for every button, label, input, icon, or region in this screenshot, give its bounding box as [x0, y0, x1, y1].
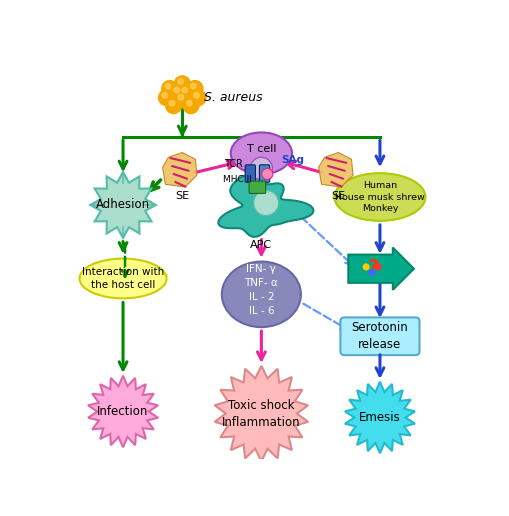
Circle shape: [162, 92, 167, 98]
Circle shape: [250, 157, 272, 180]
Text: Toxic shock
Inflammation: Toxic shock Inflammation: [221, 398, 300, 429]
FancyBboxPatch shape: [348, 248, 413, 290]
Circle shape: [178, 94, 183, 100]
Circle shape: [169, 101, 175, 106]
FancyBboxPatch shape: [340, 317, 419, 355]
Polygon shape: [318, 153, 352, 187]
Text: S. aureus: S. aureus: [204, 91, 262, 104]
Circle shape: [186, 101, 192, 106]
Text: APC: APC: [250, 239, 272, 250]
Circle shape: [374, 263, 381, 270]
Text: TCR: TCR: [224, 159, 243, 169]
Circle shape: [190, 84, 196, 89]
Circle shape: [253, 190, 278, 216]
FancyBboxPatch shape: [259, 165, 269, 182]
Polygon shape: [88, 376, 158, 447]
Circle shape: [362, 263, 369, 270]
Circle shape: [165, 98, 181, 114]
Polygon shape: [344, 382, 414, 453]
Text: SE: SE: [175, 191, 189, 201]
Circle shape: [165, 84, 171, 89]
Circle shape: [368, 269, 375, 276]
Ellipse shape: [230, 133, 292, 174]
Polygon shape: [90, 172, 156, 238]
Circle shape: [178, 85, 194, 101]
Text: T cell: T cell: [246, 144, 275, 154]
Circle shape: [193, 92, 199, 98]
Text: Serotonin
release: Serotonin release: [351, 321, 408, 351]
Circle shape: [182, 87, 187, 93]
Circle shape: [183, 98, 199, 114]
Text: SE: SE: [331, 191, 345, 201]
Circle shape: [178, 78, 183, 84]
Polygon shape: [162, 153, 196, 187]
Ellipse shape: [334, 173, 425, 221]
Ellipse shape: [221, 262, 300, 327]
Circle shape: [187, 80, 203, 96]
Circle shape: [170, 85, 186, 101]
Circle shape: [161, 80, 177, 96]
Circle shape: [174, 92, 190, 108]
Circle shape: [190, 90, 206, 106]
Text: Infection: Infection: [97, 405, 149, 418]
Circle shape: [174, 76, 190, 92]
Text: Interaction with
the host cell: Interaction with the host cell: [82, 267, 164, 290]
Text: IFN- γ
TNF- α
IL - 2
IL - 6: IFN- γ TNF- α IL - 2 IL - 6: [244, 264, 278, 316]
Circle shape: [158, 90, 174, 106]
Text: Emesis: Emesis: [358, 411, 400, 424]
Text: SAg: SAg: [281, 155, 304, 165]
Polygon shape: [218, 175, 313, 237]
Polygon shape: [214, 366, 307, 461]
Text: MHC II: MHC II: [223, 174, 251, 184]
FancyBboxPatch shape: [248, 181, 265, 194]
Text: Human
House musk shrew
Monkey: Human House musk shrew Monkey: [334, 181, 424, 213]
Circle shape: [174, 87, 179, 93]
Text: Adhesion: Adhesion: [96, 199, 150, 212]
Ellipse shape: [79, 259, 166, 298]
FancyBboxPatch shape: [245, 165, 255, 182]
Circle shape: [261, 168, 272, 180]
Text: ?: ?: [366, 258, 378, 277]
